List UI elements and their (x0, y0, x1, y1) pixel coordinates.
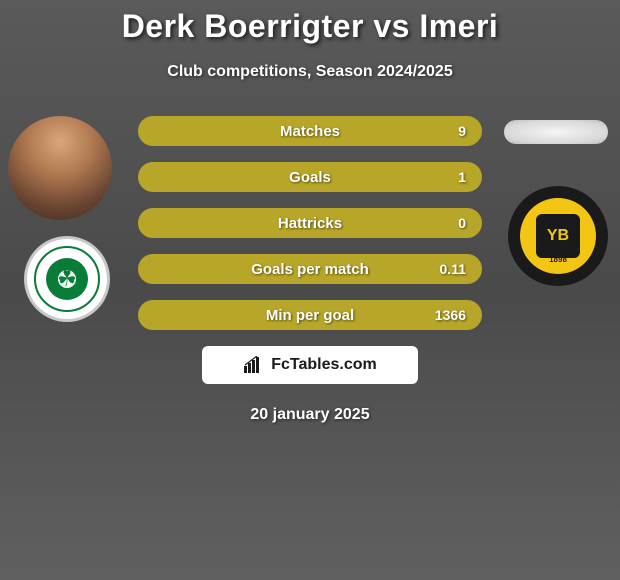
stat-value-right: 0 (458, 215, 466, 231)
player-left-column: ☘ (8, 116, 112, 322)
stat-label: Hattricks (140, 215, 480, 232)
stat-value-right: 1366 (435, 307, 466, 323)
stat-label: Matches (140, 123, 480, 140)
celtic-badge-icon: ☘ (24, 236, 110, 322)
stat-value-right: 1 (458, 169, 466, 185)
player-right-avatar (504, 120, 608, 144)
stat-value-right: 9 (458, 123, 466, 139)
stat-bars: Matches 9 Goals 1 Hattricks 0 Goals per … (138, 116, 482, 330)
club-founding-year: 1898 (520, 255, 596, 264)
clover-icon: ☘ (57, 266, 77, 292)
yb-monogram: YB (547, 227, 569, 245)
stat-bar-min-per-goal: Min per goal 1366 (138, 300, 482, 330)
fctables-watermark[interactable]: FcTables.com (202, 346, 418, 384)
player-right-column: YB 1898 (504, 116, 608, 286)
main-area: ☘ YB 1898 Matches 9 Goals 1 (0, 116, 620, 424)
stat-label: Goals per match (140, 261, 480, 278)
player-left-avatar (8, 116, 112, 220)
stat-label: Goals (140, 169, 480, 186)
avatar-placeholder-icon (8, 116, 112, 220)
stat-bar-goals-per-match: Goals per match 0.11 (138, 254, 482, 284)
stat-label: Min per goal (140, 307, 480, 324)
stat-bar-goals: Goals 1 (138, 162, 482, 192)
young-boys-badge-icon: YB 1898 (508, 186, 608, 286)
watermark-label: FcTables.com (271, 356, 377, 374)
stat-bar-matches: Matches 9 (138, 116, 482, 146)
page-title: Derk Boerrigter vs Imeri (0, 0, 620, 45)
snapshot-date: 20 january 2025 (0, 406, 620, 424)
comparison-card: Derk Boerrigter vs Imeri Club competitio… (0, 0, 620, 580)
bar-chart-icon (243, 356, 265, 374)
stat-value-right: 0.11 (440, 261, 466, 277)
stat-bar-hattricks: Hattricks 0 (138, 208, 482, 238)
season-subtitle: Club competitions, Season 2024/2025 (0, 63, 620, 81)
